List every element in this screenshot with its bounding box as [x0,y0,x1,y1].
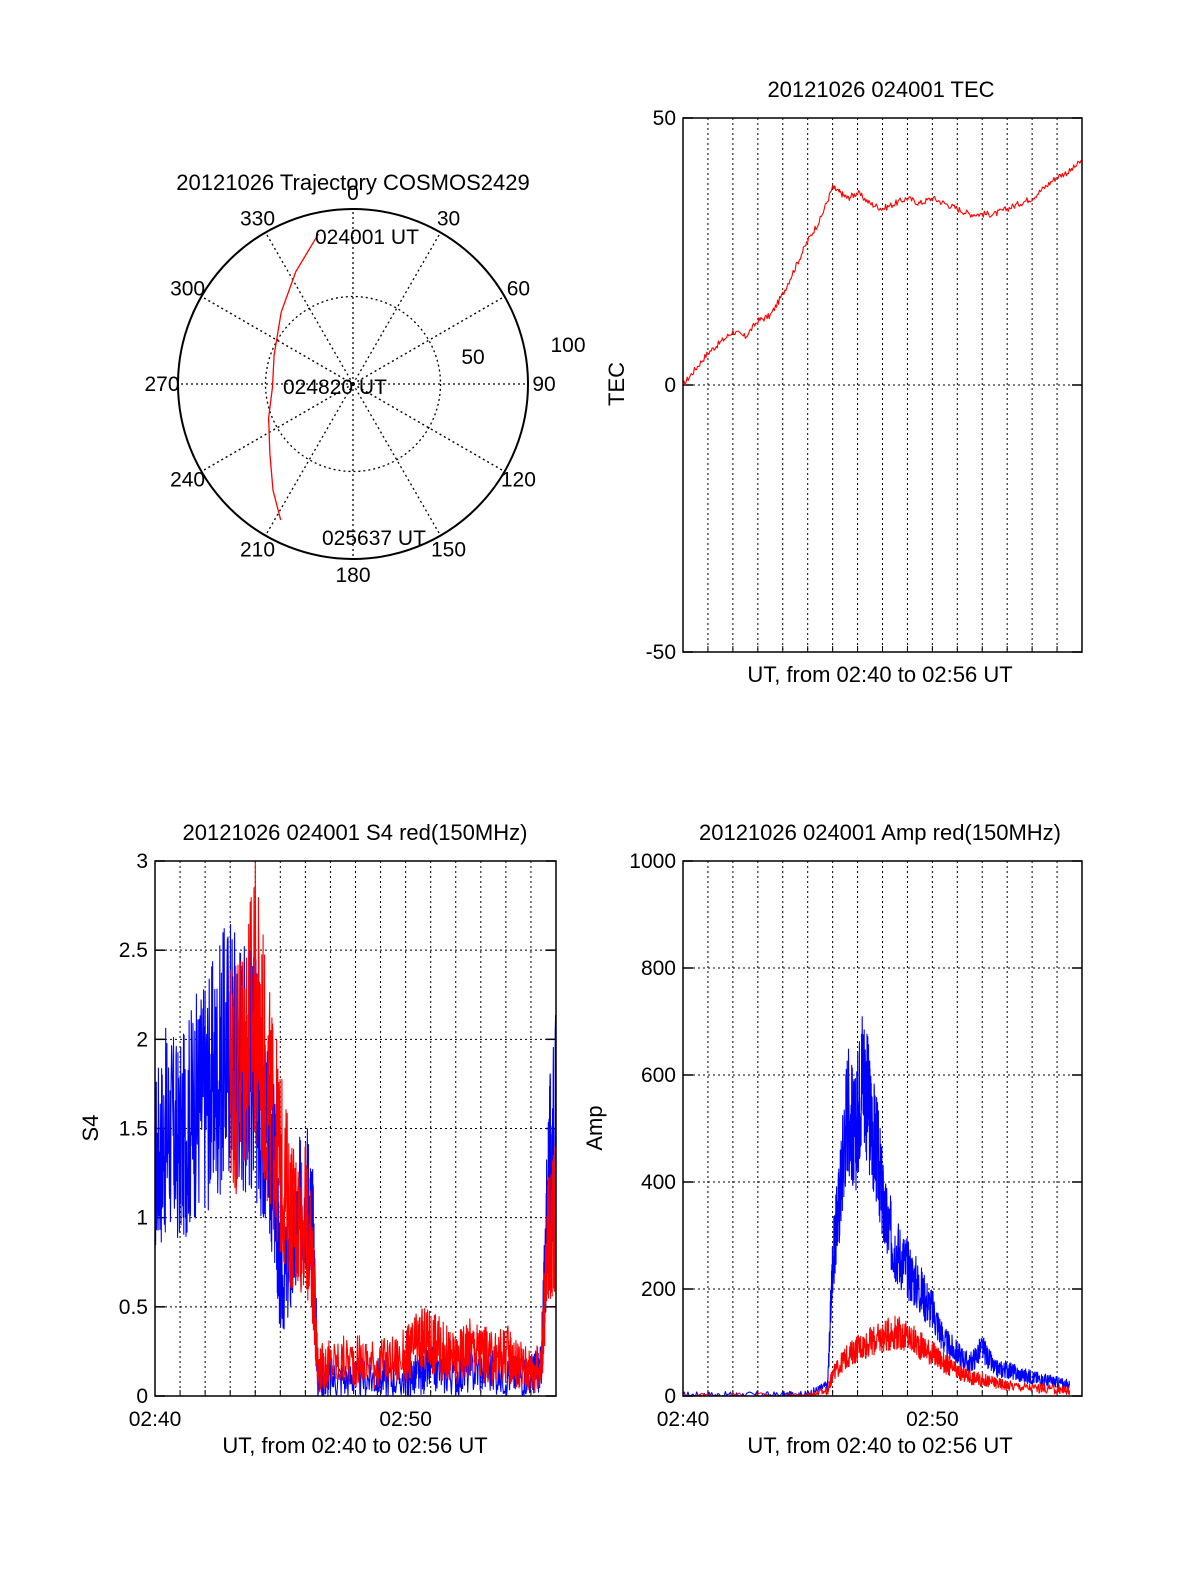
polar-spoke [352,383,505,473]
x-tick-label: 02:40 [657,1408,710,1431]
s4-chart: 20121026 024001 S4 red(150MHz) UT, from … [78,820,557,1458]
polar-angle-label: 150 [431,538,466,561]
polar-radius-label: 100 [550,334,585,357]
trajectory-time-label: 024820 UT [283,376,387,399]
series-line [229,860,557,1394]
x-tick-label: 02:40 [129,1408,182,1431]
polar-angle-label: 60 [507,278,530,301]
tec-xlabel: UT, from 02:40 to 02:56 UT [747,662,1012,687]
polar-angle-label: 180 [335,564,370,587]
polar-angle-label: 120 [501,469,536,492]
tec-ylabel: TEC [604,362,629,406]
tec-title: 20121026 024001 TEC [767,77,994,102]
series-line [682,1016,1071,1397]
y-tick-label: 2.5 [119,939,148,962]
y-tick-label: 1.5 [119,1118,148,1141]
polar-outer-circle [177,208,529,560]
polar-spoke [264,383,354,536]
y-tick-label: 0 [664,374,676,397]
plot-frame [682,860,1083,1397]
series-line [682,160,1083,386]
polar-spoke [352,383,442,536]
x-tick-label: 02:50 [379,1408,432,1431]
polar-spoke [352,232,442,385]
s4-title: 20121026 024001 S4 red(150MHz) [183,820,528,845]
amp-xlabel: UT, from 02:40 to 02:56 UT [747,1433,1012,1458]
polar-spoke [264,232,354,385]
series-line [682,1315,1071,1397]
y-tick-label: 0.5 [119,1296,148,1319]
y-tick-label: 800 [641,957,676,980]
y-tick-label: 200 [641,1278,676,1301]
amp-ylabel: Amp [582,1105,607,1150]
s4-ylabel: S4 [78,1115,103,1142]
trajectory-line [267,233,319,521]
y-tick-label: 3 [136,850,148,873]
x-tick-label: 02:50 [906,1408,959,1431]
y-tick-label: -50 [646,641,676,664]
y-tick-label: 600 [641,1064,676,1087]
y-tick-label: 50 [653,107,676,130]
polar-angle-label: 0 [347,182,359,205]
plot-frame [682,117,1083,653]
s4-xlabel: UT, from 02:40 to 02:56 UT [222,1433,487,1458]
trajectory-time-label: 025637 UT [322,527,426,550]
polar-angle-label: 300 [170,278,205,301]
plot-frame [154,860,557,1397]
amp-chart: 20121026 024001 Amp red(150MHz) UT, from… [582,820,1083,1458]
y-tick-label: 2 [136,1028,148,1051]
trajectory-time-label: 024001 UT [315,226,419,249]
y-tick-label: 0 [664,1385,676,1408]
polar-trajectory-chart: 20121026 Trajectory COSMOS2429 0 30 60 90 12… [144,170,585,587]
polar-angle-label: 90 [532,373,555,396]
polar-spoke [201,295,354,385]
y-tick-label: 1000 [629,850,676,873]
polar-angle-label: 210 [240,538,275,561]
polar-title: 20121026 Trajectory COSMOS2429 [176,170,529,195]
y-tick-label: 1 [136,1207,148,1230]
polar-angle-label: 240 [170,469,205,492]
polar-spoke [201,383,354,473]
y-tick-label: 0 [136,1385,148,1408]
polar-angle-label: 30 [437,208,460,231]
polar-grid-circle [264,295,442,473]
amp-title: 20121026 024001 Amp red(150MHz) [699,820,1061,845]
polar-radius-label: 50 [461,346,484,369]
y-tick-label: 400 [641,1171,676,1194]
series-line [154,923,557,1397]
polar-angle-label: 270 [144,373,179,396]
tec-chart: 20121026 024001 TEC UT, from 02:40 to 02… [604,77,1083,687]
polar-angle-label: 330 [240,208,275,231]
polar-spoke [352,295,505,385]
